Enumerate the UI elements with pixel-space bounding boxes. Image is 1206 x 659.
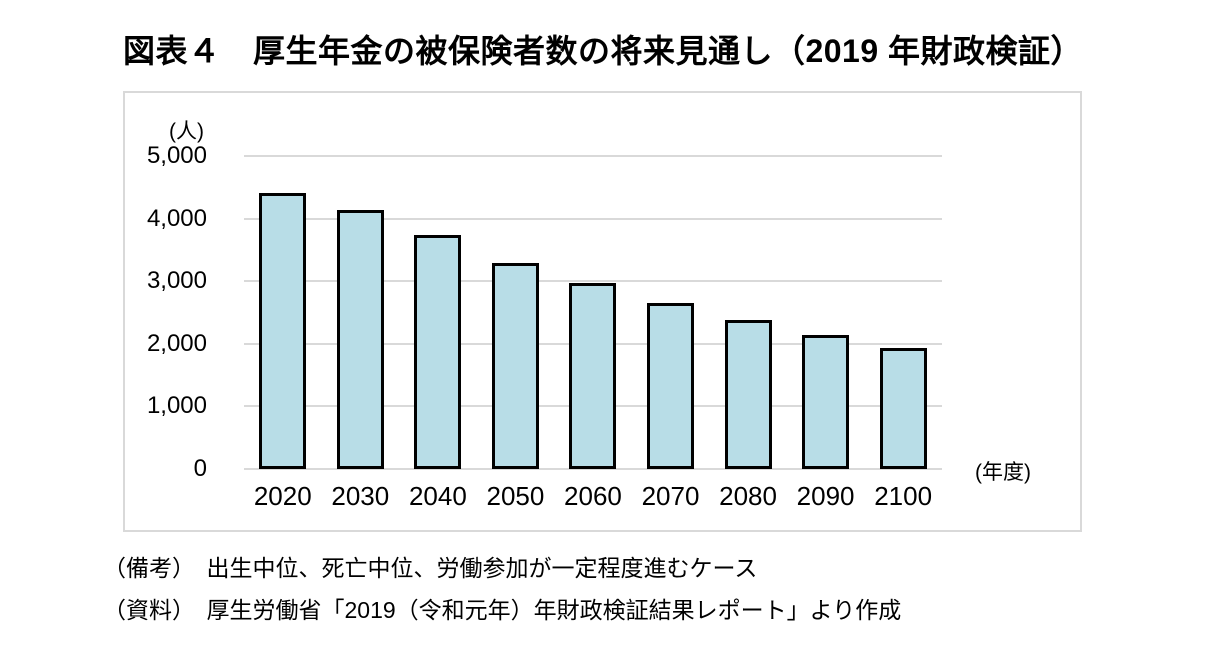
bar-2100 <box>879 348 927 469</box>
y-tick-label: 3,000 <box>146 267 207 294</box>
x-tick-label: 2040 <box>408 481 467 511</box>
gridline <box>244 217 942 220</box>
y-tick-label: 5,000 <box>146 142 207 169</box>
bar-slot <box>322 209 399 469</box>
plot-area <box>244 155 942 470</box>
chart-title: 図表４ 厚生年金の被保険者数の将来見通し（2019 年財政検証） <box>122 33 1084 69</box>
y-tick-label: 1,000 <box>146 392 207 419</box>
x-tick-label: 2070 <box>641 481 700 511</box>
bar-2060 <box>569 283 617 469</box>
bar-slot <box>477 263 554 469</box>
bar-2080 <box>724 319 772 469</box>
x-tick-label: 2020 <box>253 481 312 511</box>
bar-2070 <box>647 302 694 469</box>
bar-series <box>244 156 942 469</box>
bar-slot <box>865 348 942 469</box>
bar-2030 <box>336 209 384 469</box>
bar-2040 <box>414 235 462 469</box>
x-tick-label: 2050 <box>486 481 545 511</box>
x-tick-label: 2090 <box>796 481 855 511</box>
note-source: （資料） 厚生労働省「2019（令和元年）年財政検証結果レポート」より作成 <box>103 597 902 623</box>
bar-slot <box>632 302 709 469</box>
x-tick-label: 2100 <box>874 481 933 511</box>
note-remarks: （備考） 出生中位、死亡中位、労働参加が一定程度進むケース <box>103 555 758 581</box>
bar-slot <box>399 235 476 469</box>
gridline <box>244 280 942 282</box>
bar-slot <box>554 283 631 469</box>
x-tick-label: 2060 <box>564 481 622 511</box>
chart-area: (人) 5,000 4,000 3,000 2,000 1,000 0 2020 2030 2… <box>123 91 1082 532</box>
x-axis-tick-labels: 2020 2030 2040 2050 2060 2070 2080 2090 2100 <box>244 481 942 512</box>
gridline <box>244 155 942 157</box>
bar-2090 <box>802 334 850 469</box>
y-axis-unit-label: (人) <box>169 120 204 143</box>
bar-slot <box>244 192 321 469</box>
y-tick-label: 4,000 <box>146 204 207 232</box>
bar-2050 <box>491 263 539 469</box>
y-tick-label: 2,000 <box>146 329 207 357</box>
y-tick-label: 0 <box>193 454 207 482</box>
x-tick-label: 2030 <box>331 481 390 511</box>
bar-slot <box>787 334 864 469</box>
x-tick-label: 2080 <box>719 481 777 511</box>
x-axis-unit-label: (年度) <box>975 461 1031 484</box>
bar-2020 <box>259 192 307 469</box>
bar-slot <box>710 319 787 469</box>
